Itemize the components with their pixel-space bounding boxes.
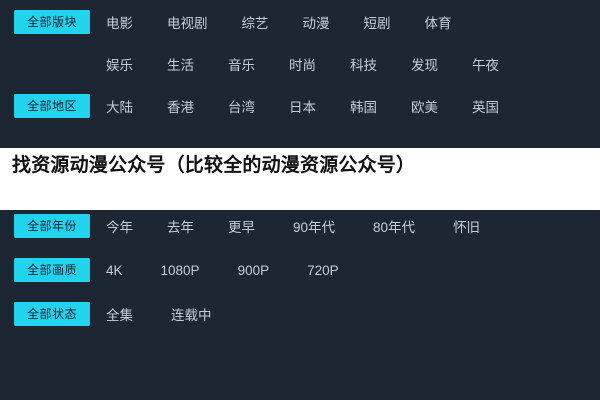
filter-options-region: 大陆 香港 台湾 日本 韩国 欧美 英国 [90,96,600,116]
filter-row-year: 全部年份 今年 去年 更早 90年代 80年代 怀旧 [0,204,600,248]
filter-option[interactable]: 1080P [160,262,200,278]
filter-tag-region[interactable]: 全部地区 [14,94,90,118]
filter-option[interactable]: 80年代 [373,220,416,235]
filter-option[interactable]: 更早 [228,220,255,235]
filter-row-region: 全部地区 大陆 香港 台湾 日本 韩国 欧美 英国 [0,84,600,128]
filter-tag-placeholder [14,52,90,76]
filter-option[interactable]: 4K [106,262,123,278]
filter-option[interactable]: 全集 [106,308,133,323]
filter-option[interactable]: 短剧 [363,16,391,31]
filter-tag-quality[interactable]: 全部画质 [14,258,90,282]
filter-option[interactable]: 日本 [289,100,316,115]
filter-option[interactable]: 英国 [472,100,499,115]
filter-row-section: 全部版块 电影 电视剧 综艺 动漫 短剧 体育 [0,0,600,44]
filter-option[interactable]: 时尚 [289,58,316,73]
filter-options-year: 今年 去年 更早 90年代 80年代 怀旧 [90,216,600,236]
filter-option[interactable]: 发现 [411,58,438,73]
filter-tag-section[interactable]: 全部版块 [14,10,90,34]
filter-option[interactable]: 90年代 [293,220,336,235]
filter-options-section-more: 娱乐 生活 音乐 时尚 科技 发现 午夜 [90,54,600,74]
filter-option[interactable]: 怀旧 [453,220,481,235]
filter-option[interactable]: 台湾 [228,100,255,115]
filter-option[interactable]: 去年 [167,220,194,235]
filter-row-status: 全部状态 全集 连载中 [0,292,600,336]
filter-option[interactable]: 午夜 [472,58,499,73]
filter-options-quality: 4K 1080P 900P 720P [90,263,600,278]
overlay-title-band [0,148,600,210]
filter-option[interactable]: 大陆 [106,100,133,115]
page-title: 找资源动漫公众号（比较全的动漫资源公众号） [12,155,416,176]
filter-tag-year[interactable]: 全部年份 [14,214,90,238]
filter-option[interactable]: 娱乐 [106,58,133,73]
filter-option[interactable]: 电影 [106,16,133,31]
filter-options-section: 电影 电视剧 综艺 动漫 短剧 体育 [90,12,600,32]
filter-option[interactable]: 韩国 [350,100,377,115]
filter-option[interactable]: 720P [307,262,339,278]
filter-option[interactable]: 科技 [350,58,377,73]
filter-option[interactable]: 900P [237,262,270,278]
filter-option[interactable]: 动漫 [302,16,330,31]
filter-row-quality: 全部画质 4K 1080P 900P 720P [0,248,600,292]
filter-option[interactable]: 香港 [167,100,194,115]
filter-option[interactable]: 体育 [424,16,452,31]
filter-option[interactable]: 连载中 [171,308,212,323]
filter-option[interactable]: 生活 [167,58,194,73]
filter-row-section-more: 娱乐 生活 音乐 时尚 科技 发现 午夜 [0,44,600,84]
filter-option[interactable]: 电视剧 [167,16,208,31]
filter-options-status: 全集 连载中 [90,304,600,324]
filter-option[interactable]: 音乐 [228,58,255,73]
filter-tag-status[interactable]: 全部状态 [14,302,90,326]
filter-option[interactable]: 今年 [106,220,133,235]
filter-option[interactable]: 欧美 [411,100,438,115]
filter-option[interactable]: 综艺 [241,16,269,31]
